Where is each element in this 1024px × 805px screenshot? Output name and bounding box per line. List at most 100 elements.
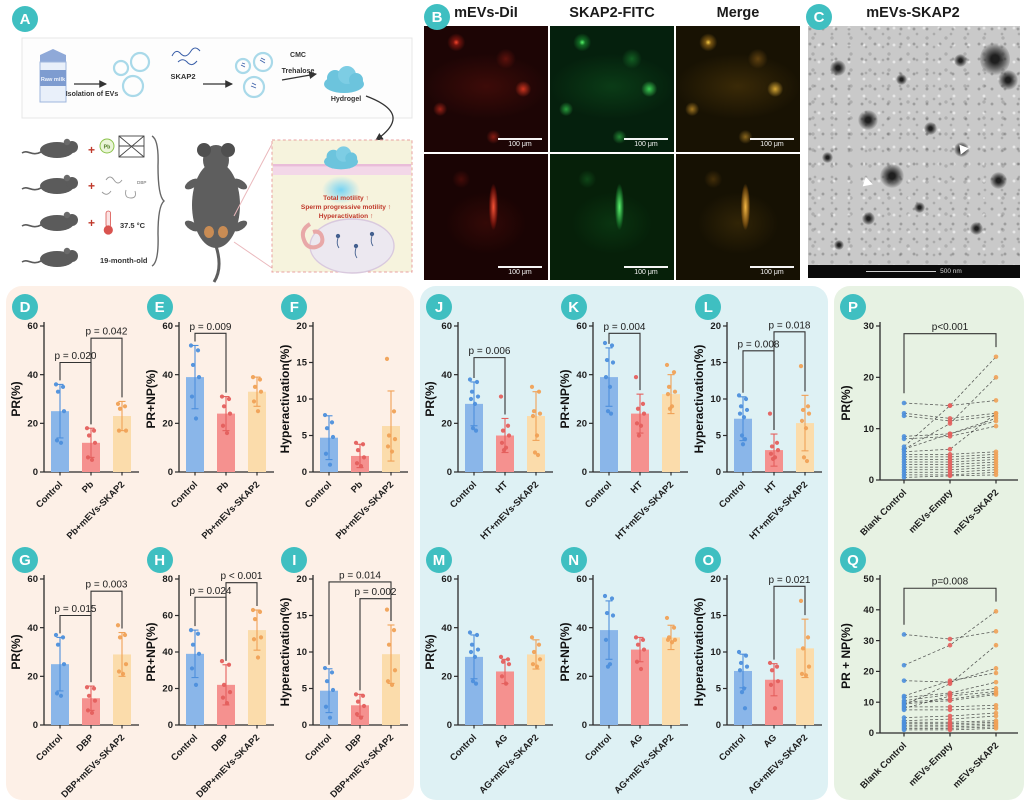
svg-text:Blank Control: Blank Control	[858, 740, 908, 790]
svg-text:0: 0	[447, 720, 452, 731]
svg-text:mEVs-Empty: mEVs-Empty	[907, 487, 955, 535]
chart-panel-j: J 0 20 40 60 PR(%) Control HT HT+mEVs-SKAP2 p = …	[422, 290, 557, 543]
svg-text:10: 10	[863, 424, 874, 435]
svg-text:Control: Control	[303, 479, 333, 509]
plus-3: +	[88, 216, 95, 230]
svg-text:40: 40	[576, 370, 587, 381]
chart-panel-p: P 0 10 20 30 PR(%) Blank Control mEVs-Empty mEV…	[836, 290, 1024, 543]
svg-text:mEVs-SKAP2: mEVs-SKAP2	[951, 740, 1000, 789]
svg-text:p = 0.003: p = 0.003	[86, 580, 128, 591]
tem-title: mEVs-SKAP2	[866, 5, 960, 21]
skap2-label: SKAP2	[170, 72, 195, 81]
svg-text:PR+NP(%): PR+NP(%)	[558, 622, 572, 681]
svg-text:Pb: Pb	[80, 479, 96, 495]
svg-text:Control: Control	[169, 479, 199, 509]
section-ht-ag: J 0 20 40 60 PR(%) Control HT HT+mEVs-SKAP2 p = …	[420, 286, 828, 800]
svg-text:0: 0	[302, 467, 307, 478]
outcome-1: Total motility ↑	[323, 195, 369, 202]
svg-text:PR+NP(%): PR+NP(%)	[558, 369, 572, 428]
svg-text:HT: HT	[494, 479, 510, 495]
svg-text:DBP+mEVs-SKAP2: DBP+mEVs-SKAP2	[329, 732, 396, 799]
svg-text:p<0.001: p<0.001	[932, 322, 969, 333]
svg-text:Control: Control	[583, 732, 613, 762]
pb-label: Pb	[104, 145, 111, 151]
panel-label-e: E	[146, 294, 173, 320]
svg-text:80: 80	[162, 574, 173, 585]
chart-panel-l: L 0 5 10 15 20 Hyperactivation(%) Control HT HT+…	[691, 290, 826, 543]
chart-panel-e: E 0 20 40 60 PR+NP(%) Control Pb Pb+mEVs-SKAP2 p…	[143, 290, 278, 543]
svg-text:15: 15	[297, 358, 308, 369]
micrograph-fitc-row2: 100 μm	[550, 154, 674, 280]
svg-text:Control: Control	[717, 479, 747, 509]
chart-panel-g: G 0 20 40 60 PR(%) Control DBP DBP+mEVs-SKAP2 p …	[8, 543, 143, 800]
bottom-row: D 0 20 40 60 PR(%) Control Pb Pb+mEVs-SKAP2 p = …	[0, 286, 1024, 802]
chart-panel-m: M 0 20 40 60 PR(%) Control AG AG+mEVs-SKAP2	[422, 543, 557, 796]
svg-text:Control: Control	[583, 479, 613, 509]
svg-text:Control: Control	[717, 732, 747, 762]
svg-text:p < 0.001: p < 0.001	[220, 571, 262, 582]
svg-text:PR(%): PR(%)	[9, 634, 23, 669]
chart-panel-f: F 0 5 10 15 20 Hyperactivation(%) Control Pb Pb+…	[277, 290, 412, 543]
section-invitro: P 0 10 20 30 PR(%) Blank Control mEVs-Empty mEV…	[834, 286, 1024, 800]
isolation-label: Isolation of EVs	[66, 91, 119, 98]
panel-a-schematic: A	[0, 0, 420, 283]
bar-chart-f: 0 5 10 15 20 Hyperactivation(%) Control PbPb+mE…	[278, 321, 409, 541]
fluorescence-grid: 100 μm 100 μm 100 μm 100 μm 100 μm 100 μ…	[424, 26, 802, 280]
svg-text:p = 0.042: p = 0.042	[86, 327, 128, 338]
svg-text:PR(%): PR(%)	[9, 381, 23, 416]
svg-text:DBP: DBP	[74, 732, 95, 753]
skap2-protein-icon	[171, 47, 201, 66]
svg-text:40: 40	[441, 623, 452, 634]
svg-text:10: 10	[711, 394, 722, 405]
svg-text:0: 0	[33, 467, 38, 478]
svg-text:50: 50	[863, 574, 874, 585]
svg-text:60: 60	[576, 574, 587, 585]
svg-text:PR + NP(%): PR + NP(%)	[839, 623, 853, 689]
svg-text:PR(%): PR(%)	[839, 385, 853, 420]
svg-text:p = 0.015: p = 0.015	[55, 604, 97, 615]
svg-text:Hyperactivation(%): Hyperactivation(%)	[278, 598, 292, 707]
svg-text:40: 40	[576, 623, 587, 634]
svg-text:HT+mEVs-SKAP2: HT+mEVs-SKAP2	[613, 479, 675, 541]
svg-text:p = 0.021: p = 0.021	[769, 575, 811, 586]
chart-panel-d: D 0 20 40 60 PR(%) Control Pb Pb+mEVs-SKAP2 p = …	[8, 290, 143, 543]
svg-text:0: 0	[167, 720, 172, 731]
tem-micrograph: 500 nm	[808, 26, 1020, 278]
trehalose-label: Trehalose	[282, 68, 315, 75]
svg-text:HT: HT	[628, 479, 644, 495]
column-title-merge: Merge	[716, 5, 760, 21]
panel-label-j: J	[426, 294, 452, 320]
scale-bar: 100 μm	[498, 138, 542, 149]
plus-1: +	[88, 143, 95, 157]
svg-text:p = 0.004: p = 0.004	[603, 322, 645, 333]
svg-text:20: 20	[711, 321, 722, 332]
bar-chart-i: 0 5 10 15 20 Hyperactivation(%) Control DBPDBP+…	[278, 570, 409, 800]
svg-text:HT: HT	[763, 479, 779, 495]
panel-label-p: P	[840, 294, 866, 320]
svg-text:30: 30	[863, 636, 874, 647]
svg-text:DBP+mEVs-SKAP2: DBP+mEVs-SKAP2	[59, 732, 126, 799]
panel-label-h: H	[146, 547, 173, 573]
svg-text:40: 40	[863, 605, 874, 616]
dbp-label: DBP	[137, 180, 146, 185]
svg-text:0: 0	[33, 720, 38, 731]
svg-text:Control: Control	[448, 732, 478, 762]
micrograph-dii-row2: 100 μm	[424, 154, 548, 280]
svg-text:DBP: DBP	[344, 732, 365, 753]
svg-text:15: 15	[711, 611, 722, 622]
svg-text:60: 60	[441, 321, 452, 332]
svg-text:30: 30	[863, 321, 874, 332]
panel-b-fluorescence: B mEVs-DiI SKAP2-FITC Merge 100 μm 100 μ…	[422, 0, 802, 283]
chart-panel-q: Q 0 10 20 30 40 50 PR + NP(%) Blank Control mEVs…	[836, 543, 1024, 796]
svg-text:10: 10	[863, 697, 874, 708]
svg-text:p=0.008: p=0.008	[932, 577, 969, 588]
svg-text:AG+mEVs-SKAP2: AG+mEVs-SKAP2	[477, 732, 540, 795]
svg-text:AG+mEVs-SKAP2: AG+mEVs-SKAP2	[612, 732, 675, 795]
svg-text:20: 20	[162, 684, 173, 695]
svg-text:PR(%): PR(%)	[423, 634, 437, 669]
svg-text:Control: Control	[303, 732, 333, 762]
svg-text:mEVs-SKAP2: mEVs-SKAP2	[951, 487, 1000, 536]
svg-text:p = 0.020: p = 0.020	[55, 351, 97, 362]
